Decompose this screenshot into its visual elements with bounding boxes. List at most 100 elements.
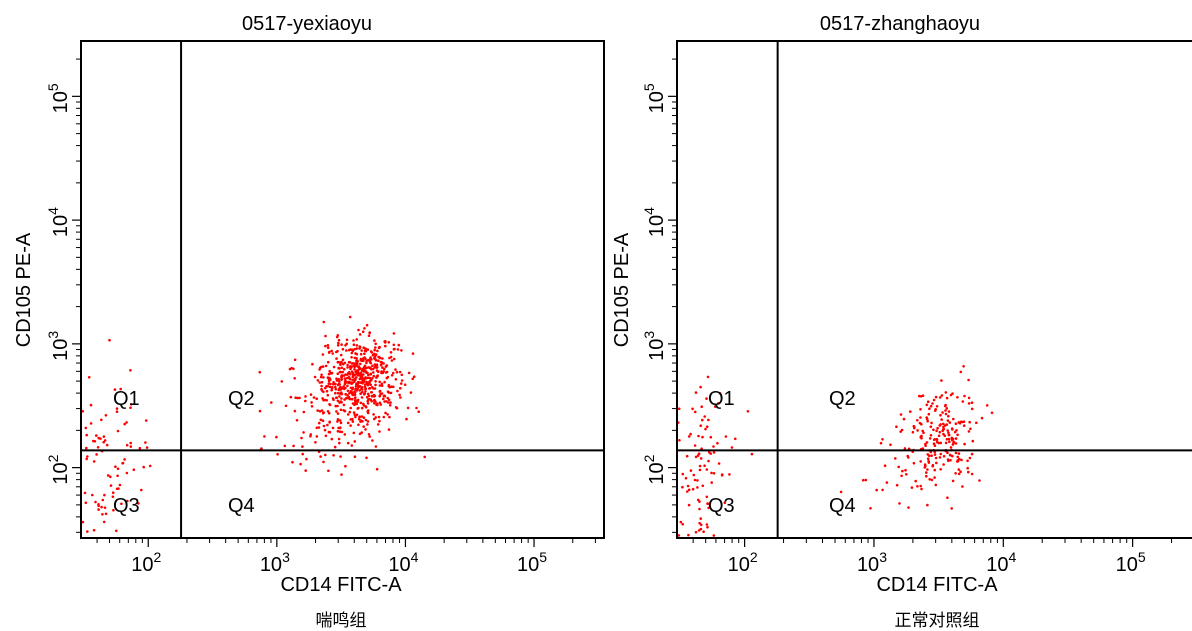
scatter-point [309,393,313,396]
scatter-point [391,371,395,375]
scatter-point [349,424,352,427]
scatter-point [689,469,693,472]
scatter-point [374,380,377,383]
scatter-point [947,414,950,418]
scatter-point [366,402,370,405]
scatter-point [350,348,354,352]
scatter-point [368,331,372,334]
scatter-point [322,320,326,324]
scatter-point [423,455,427,459]
y-tick-label: 104 [641,207,668,237]
scatter-point [698,468,702,472]
scatter-point [924,442,927,446]
scatter-point [375,363,379,367]
scatter-point [387,428,391,431]
scatter-point [374,400,377,403]
scatter-point [360,349,364,352]
scatter-point [902,417,906,421]
scatter-point [956,455,959,459]
scatter-point [283,444,287,448]
scatter-point [296,396,299,400]
scatter-point [353,362,357,365]
scatter-point [129,441,132,445]
scatter-point [701,484,705,488]
scatter-point [956,459,959,462]
scatter-point [326,346,330,350]
scatter-point [699,527,703,531]
scatter-points [81,315,427,533]
x-tick-label: 103 [857,549,887,576]
scatter-point [144,441,147,444]
scatter-point [967,430,971,433]
scatter-point [938,456,942,459]
scatter-point [81,410,85,413]
scatter-point [367,334,371,338]
scatter-point [403,383,407,387]
scatter-point [129,445,133,448]
scatter-point [364,349,368,353]
scatter-point [384,371,388,374]
scatter-point [334,387,338,391]
scatter-point [112,508,115,512]
scatter-point [899,413,903,416]
scatter-point [701,435,704,439]
scatter-point [365,395,369,399]
scatter-point [951,454,954,458]
panel-caption: 喘鸣组 [316,611,367,630]
scatter-point [315,435,319,438]
scatter-point [338,430,342,434]
scatter-point [348,410,352,414]
scatter-point [677,534,681,537]
scatter-point [376,349,379,353]
scatter-point [346,384,349,388]
scatter-point [712,451,716,454]
scatter-point [371,364,374,368]
scatter-point [125,471,129,475]
x-tick-label: 103 [260,549,290,576]
scatter-point [340,430,344,434]
scatter-point [347,395,351,399]
scatter-point [123,422,126,426]
scatter-point [364,405,368,408]
scatter-point [318,381,322,384]
scatter-point [954,451,958,455]
scatter-point [930,478,934,482]
scatter-point [394,378,398,381]
scatter-point [362,393,366,396]
quadrant-label-q1: Q1 [113,388,140,410]
scatter-point [381,371,385,375]
scatter-point [954,437,958,440]
scatter-point [353,368,356,371]
scatter-point [360,406,364,410]
scatter-point [933,409,937,412]
panel-left: 0517-yexiaoyu CD105 PE-A CD14 FITC-A 喘鸣组… [13,13,605,630]
scatter-point [692,473,696,477]
scatter-point [300,436,303,440]
scatter-point [367,433,371,436]
scatter-point [129,403,133,406]
scatter-point [961,400,965,403]
scatter-point [377,370,380,374]
scatter-point [950,427,954,430]
plot-frame [80,40,605,539]
scatter-point [341,358,345,362]
scatter-point [895,483,899,487]
scatter-point [339,408,343,412]
scatter-point [359,373,362,377]
scatter-point [918,421,922,425]
scatter-point [356,371,360,375]
scatter-point [937,434,941,438]
scatter-point [411,352,415,355]
scatter-point [378,380,382,384]
scatter-point [382,362,385,365]
scatter-point [932,428,935,432]
scatter-point [687,488,691,492]
scatter-point [933,453,937,456]
scatter-point [947,410,951,413]
scatter-point [913,426,916,430]
scatter-point [387,401,390,404]
scatter-point [928,437,932,440]
scatter-point [102,435,106,438]
scatter-point [364,367,367,370]
scatter-point [94,500,97,504]
